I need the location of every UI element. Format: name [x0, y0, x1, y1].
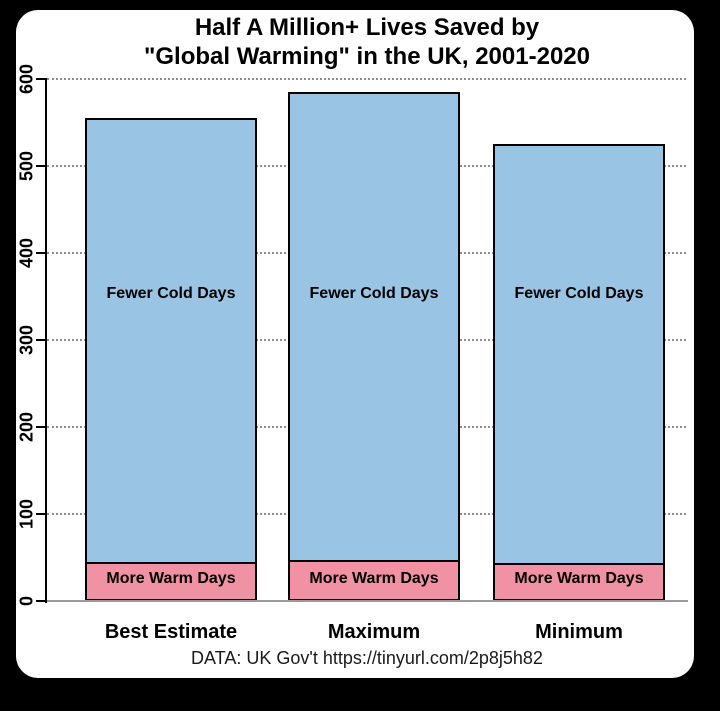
- y-axis: [45, 78, 47, 603]
- y-tick-500: [36, 165, 45, 167]
- y-tick-300: [36, 339, 45, 341]
- chart-title-line-2: "Global Warming" in the UK, 2001-2020: [144, 43, 590, 70]
- y-tick-label-600: 600: [16, 63, 37, 95]
- x-category-label-2: Maximum: [327, 621, 421, 643]
- segment-label-more-warm-days-3: More Warm Days: [514, 570, 644, 587]
- y-tick-100: [36, 513, 45, 515]
- chart-title: Half A Million+ Lives Saved by "Global W…: [47, 13, 687, 71]
- x-category-label-1: Best Estimate: [104, 621, 238, 643]
- y-tick-0: [36, 600, 45, 602]
- segment-label-fewer-cold-days-1: Fewer Cold Days: [106, 285, 236, 302]
- y-tick-600: [36, 78, 45, 80]
- x-category-label-3: Minimum: [535, 621, 623, 643]
- segment-label-more-warm-days-2: More Warm Days: [309, 570, 439, 587]
- bar-segment-fewer-cold-days-3: [493, 144, 665, 565]
- y-tick-label-100: 100: [16, 498, 37, 530]
- segment-label-more-warm-days-1: More Warm Days: [106, 570, 236, 587]
- data-source-caption: DATA: UK Gov't https://tinyurl.com/2p8j5…: [191, 648, 543, 668]
- bar-segment-fewer-cold-days-1: [85, 118, 257, 564]
- y-tick-label-300: 300: [16, 324, 37, 356]
- chart-title-line-1: Half A Million+ Lives Saved by: [194, 14, 540, 41]
- y-tick-label-400: 400: [16, 237, 37, 269]
- y-tick-label-500: 500: [16, 150, 37, 182]
- y-tick-200: [36, 426, 45, 428]
- bar-segment-more-warm-days-2: [288, 560, 460, 601]
- segment-label-fewer-cold-days-3: Fewer Cold Days: [514, 285, 644, 302]
- x-axis-baseline: [47, 600, 688, 602]
- bar-segment-more-warm-days-1: [85, 561, 257, 601]
- bar-segment-fewer-cold-days-2: [288, 92, 460, 563]
- y-tick-label-200: 200: [16, 411, 37, 443]
- y-tick-label-0: 0: [16, 595, 37, 607]
- y-tick-400: [36, 252, 45, 254]
- segment-label-fewer-cold-days-2: Fewer Cold Days: [309, 285, 439, 302]
- gridline-600: [47, 78, 686, 80]
- bar-segment-more-warm-days-3: [493, 562, 665, 601]
